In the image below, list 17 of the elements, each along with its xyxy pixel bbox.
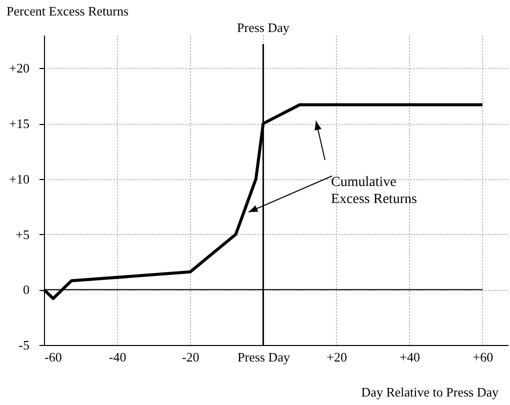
x-axis-title: Day Relative to Press Day: [361, 384, 499, 400]
y-tick-label: +15: [9, 116, 30, 132]
y-tick-label: +20: [9, 60, 30, 76]
y-tick-label: +10: [9, 171, 30, 186]
annotation: Cumulative Excess Returns: [331, 175, 417, 207]
y-tick-label: +5: [16, 226, 30, 242]
x-tick-label: -20: [182, 350, 200, 364]
x-tick-label: -40: [108, 350, 126, 364]
x-tick-label: +20: [326, 350, 347, 364]
ref-line-label: Press Day: [237, 20, 290, 35]
x-tick-label: Press Day: [238, 350, 290, 364]
y-tick-label: -5: [18, 338, 30, 352]
x-tick-label: +40: [400, 350, 420, 364]
y-axis-title: Percent Excess Returns: [6, 4, 129, 18]
y-tick-label: 0: [23, 282, 30, 298]
x-tick-label: -60: [44, 350, 62, 364]
x-tick-label: +60: [472, 350, 494, 364]
